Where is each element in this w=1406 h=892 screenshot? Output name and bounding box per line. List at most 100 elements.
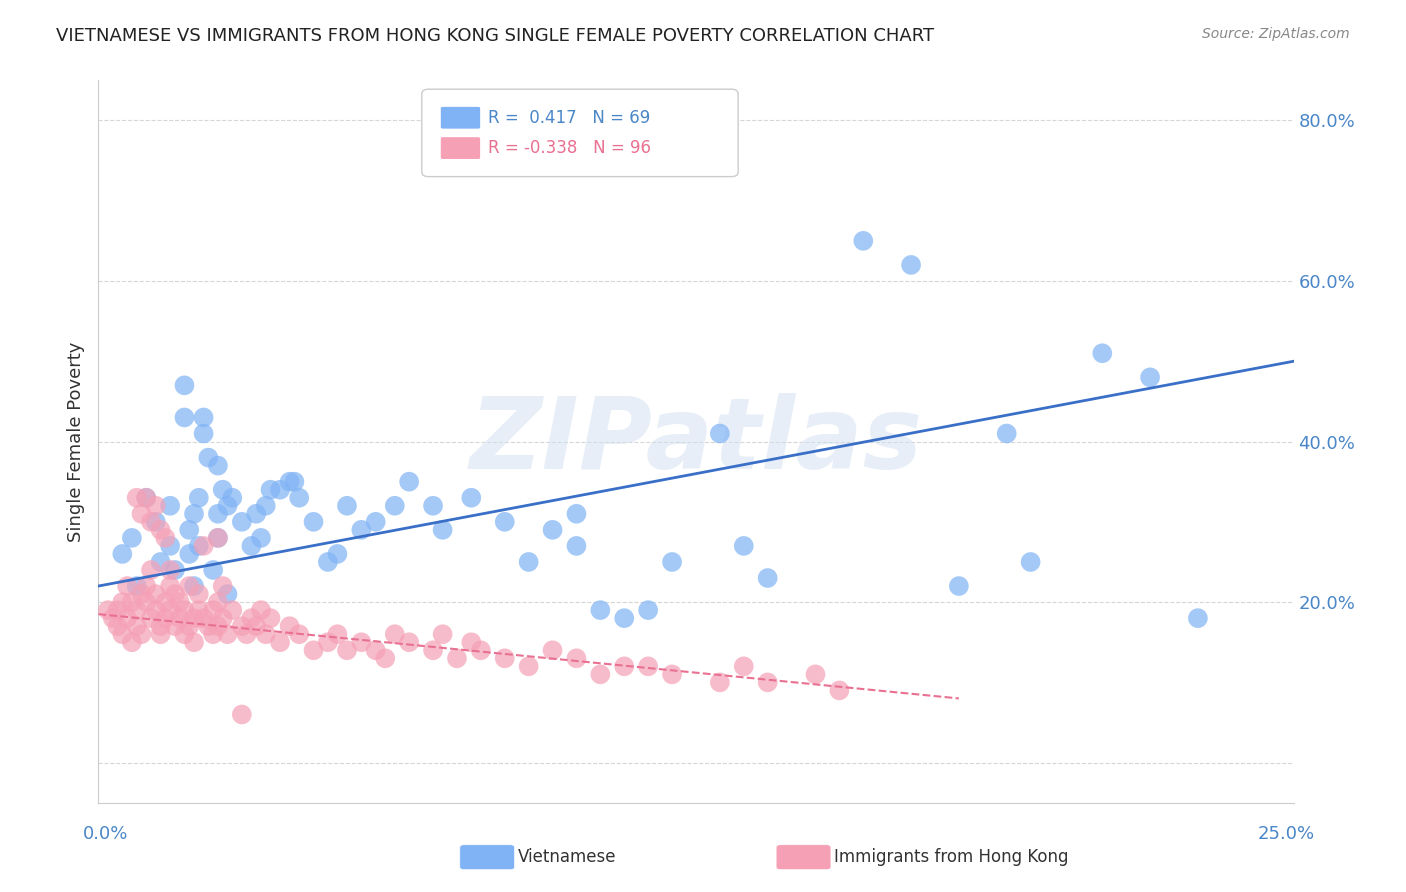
Point [804, 667, 827, 681]
Point [163, 587, 186, 601]
Text: Immigrants from Hong Kong: Immigrants from Hong Kong [834, 848, 1069, 866]
Point [197, 450, 219, 465]
Point [107, 603, 129, 617]
Point [131, 627, 153, 641]
Point [254, 627, 277, 641]
Point [326, 547, 349, 561]
Point [163, 563, 186, 577]
Point [250, 603, 273, 617]
Point [211, 579, 233, 593]
Point [613, 611, 636, 625]
Text: 0.0%: 0.0% [83, 825, 128, 843]
Point [115, 611, 138, 625]
Point [221, 491, 243, 505]
Point [336, 499, 359, 513]
Point [207, 531, 229, 545]
Point [948, 579, 970, 593]
Point [422, 643, 444, 657]
Point [107, 619, 129, 633]
Point [193, 611, 215, 625]
Point [269, 635, 291, 649]
Point [384, 499, 406, 513]
Point [187, 539, 209, 553]
Text: Source: ZipAtlas.com: Source: ZipAtlas.com [1202, 27, 1350, 41]
Point [173, 627, 195, 641]
Point [374, 651, 396, 665]
Point [131, 587, 153, 601]
Point [364, 643, 387, 657]
Point [169, 595, 191, 609]
Point [135, 491, 157, 505]
Point [259, 483, 281, 497]
Point [460, 635, 482, 649]
Point [254, 499, 277, 513]
Point [288, 627, 311, 641]
Point [131, 507, 153, 521]
Point [422, 499, 444, 513]
Point [1019, 555, 1042, 569]
Point [350, 523, 373, 537]
Point [661, 555, 683, 569]
Point [179, 579, 201, 593]
Point [111, 547, 134, 561]
Point [733, 539, 755, 553]
Point [193, 426, 215, 441]
Point [183, 579, 205, 593]
Point [173, 410, 195, 425]
Point [217, 499, 239, 513]
Point [589, 603, 612, 617]
Text: R = -0.338   N = 96: R = -0.338 N = 96 [488, 139, 651, 157]
Point [179, 523, 201, 537]
Point [589, 667, 612, 681]
Point [155, 611, 177, 625]
Point [460, 491, 482, 505]
Point [517, 555, 540, 569]
Point [163, 619, 186, 633]
Point [121, 635, 143, 649]
Point [125, 579, 148, 593]
Point [111, 627, 134, 641]
Point [135, 595, 157, 609]
Text: 25.0%: 25.0% [1258, 825, 1315, 843]
Point [207, 458, 229, 473]
Point [494, 651, 516, 665]
Point [159, 579, 181, 593]
Point [733, 659, 755, 673]
Point [139, 611, 162, 625]
Point [145, 499, 167, 513]
Point [494, 515, 516, 529]
Point [446, 651, 468, 665]
Point [245, 619, 267, 633]
Text: R =  0.417   N = 69: R = 0.417 N = 69 [488, 109, 650, 127]
Point [169, 611, 191, 625]
Point [637, 603, 659, 617]
Point [145, 515, 167, 529]
Point [240, 611, 263, 625]
Point [121, 595, 143, 609]
Point [1187, 611, 1209, 625]
Point [125, 619, 148, 633]
Point [193, 539, 215, 553]
Point [278, 475, 301, 489]
Point [149, 555, 172, 569]
Point [259, 611, 281, 625]
Point [159, 539, 181, 553]
Point [828, 683, 851, 698]
Text: Vietnamese: Vietnamese [517, 848, 616, 866]
Point [995, 426, 1018, 441]
Point [269, 483, 291, 497]
Point [541, 643, 564, 657]
Point [211, 611, 233, 625]
Point [139, 563, 162, 577]
Point [565, 539, 588, 553]
Point [661, 667, 683, 681]
Point [149, 627, 172, 641]
Point [250, 531, 273, 545]
Point [852, 234, 875, 248]
Point [217, 627, 239, 641]
Point [384, 627, 406, 641]
Point [179, 619, 201, 633]
Point [173, 603, 195, 617]
Point [364, 515, 387, 529]
Point [97, 603, 120, 617]
